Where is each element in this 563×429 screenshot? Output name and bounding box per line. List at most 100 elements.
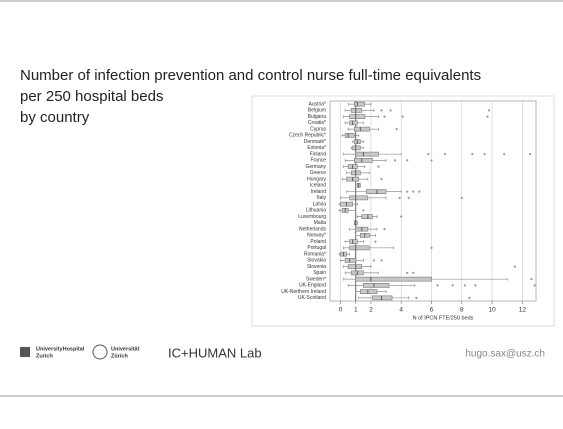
outlier (406, 159, 409, 162)
lab-name: IC+HUMAN Lab (168, 345, 262, 360)
y-tick-label: Czech Republic* (289, 133, 326, 139)
x-tick-label: 2 (369, 307, 373, 314)
outlier (487, 109, 491, 112)
y-tick-label: Ireland (311, 189, 327, 195)
box (349, 120, 358, 126)
box (349, 245, 370, 251)
outlier (383, 115, 386, 118)
box (355, 276, 432, 282)
y-tick-label: UK-England (299, 283, 326, 289)
outlier (372, 259, 376, 262)
box (353, 126, 370, 132)
y-tick-label: Spain (313, 270, 326, 276)
y-tick-label: Estonia* (307, 145, 326, 151)
x-tick-label: 1 (354, 307, 358, 314)
logo-text: UniversityHospital (36, 346, 85, 352)
outlier (412, 271, 415, 274)
box (347, 264, 363, 269)
x-tick-label: 8 (460, 307, 464, 314)
y-tick-label: Latvia (313, 201, 327, 207)
y-tick-label: Germany (305, 164, 326, 170)
y-tick-label: Luxembourg (298, 214, 326, 220)
x-tick-label: 10 (488, 307, 496, 314)
y-tick-label: Finland (310, 151, 327, 157)
y-tick-label: France (310, 158, 326, 164)
box (353, 158, 373, 163)
y-tick-label: Slovakia (307, 258, 326, 264)
outlier (430, 246, 433, 249)
box (352, 145, 361, 151)
outlier (427, 153, 430, 156)
outlier (436, 284, 439, 287)
y-tick-label: Bulgaria (308, 114, 327, 120)
box (366, 189, 387, 194)
outlier (407, 196, 410, 199)
y-tick-label: Belgium (308, 108, 326, 114)
y-tick-label: UK-Northern Ireland (281, 289, 326, 295)
outlier (401, 115, 404, 118)
box (355, 151, 379, 157)
outlier (513, 265, 516, 268)
title-line: Number of infection prevention and contr… (20, 67, 481, 84)
plot: 0 1 2 4 6 8 10 12N of IPCN FTE/250 bedsAustria*… (281, 100, 537, 321)
box (349, 195, 369, 201)
y-tick-label: Malta (314, 220, 326, 226)
outlier (412, 190, 415, 193)
outlier (406, 271, 409, 274)
outlier (383, 228, 386, 231)
y-tick-label: Denmark* (304, 139, 326, 145)
outlier (380, 109, 383, 112)
outlier (451, 284, 454, 287)
y-tick-label: Austria* (308, 101, 326, 107)
x-tick-label: 4 (399, 307, 403, 314)
outlier (362, 209, 365, 212)
y-tick-label: Poland (310, 239, 326, 245)
outlier (380, 259, 383, 262)
outlier (406, 190, 409, 193)
outlier (503, 153, 506, 156)
box (353, 101, 366, 107)
outlier (463, 284, 466, 287)
outlier (528, 153, 532, 156)
box (372, 295, 393, 301)
outlier (530, 278, 533, 281)
y-tick-label: Hungary (307, 176, 326, 182)
email: hugo.sax@usz.ch (465, 349, 545, 360)
outlier (468, 296, 471, 299)
chart-panel (251, 95, 555, 327)
outlier (533, 284, 536, 287)
y-tick-label: Slovenia (307, 264, 326, 270)
outlier (486, 115, 489, 118)
outlier (415, 296, 418, 299)
outlier (398, 196, 401, 199)
outlier (395, 128, 398, 131)
box (349, 114, 366, 119)
y-tick-label: Sweden* (306, 276, 326, 282)
outlier (474, 284, 477, 287)
title-line: per 250 hospital beds (20, 88, 163, 105)
outlier (483, 153, 486, 156)
y-tick-label: Cyprus (310, 126, 326, 132)
y-tick-label: Portugal (307, 245, 326, 251)
y-tick-label: Iceland (310, 183, 326, 189)
outlier (460, 196, 463, 199)
box (349, 239, 358, 244)
outlier (374, 240, 377, 243)
x-tick-label: 0 (339, 307, 343, 314)
outlier (394, 159, 397, 162)
logo-icon (92, 344, 108, 360)
box (344, 258, 357, 263)
outlier (444, 153, 447, 156)
box (361, 214, 373, 219)
box (344, 133, 355, 138)
box (359, 289, 378, 294)
outlier (377, 165, 380, 168)
logo-text: Zurich (36, 353, 53, 359)
y-tick-label: Croatia* (308, 120, 326, 126)
plot-frame (329, 100, 537, 302)
logo-text: Zürich (111, 353, 128, 359)
outlier (389, 109, 392, 112)
y-tick-label: Italy (317, 195, 327, 201)
y-tick-label: Lithuania (306, 208, 327, 214)
